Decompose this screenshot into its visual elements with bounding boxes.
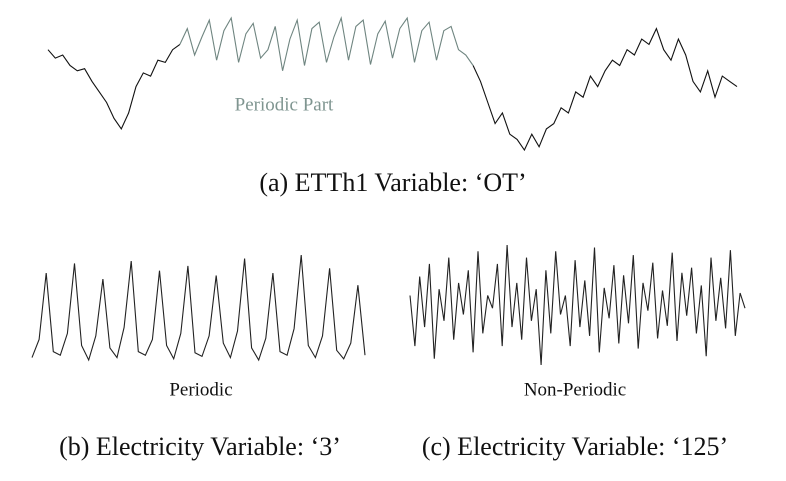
series-line [409, 244, 746, 366]
annotation: Periodic Part [235, 94, 334, 115]
series-line [47, 27, 738, 152]
annotation: Non-Periodic [524, 379, 626, 400]
caption: (c) Electricity Variable: ‘125’ [422, 432, 728, 461]
series-line [179, 15, 474, 71]
caption: (b) Electricity Variable: ‘3’ [59, 432, 341, 461]
annotation: Periodic [169, 379, 232, 400]
caption: (a) ETTh1 Variable: ‘OT’ [259, 168, 526, 197]
series-line [31, 254, 366, 362]
